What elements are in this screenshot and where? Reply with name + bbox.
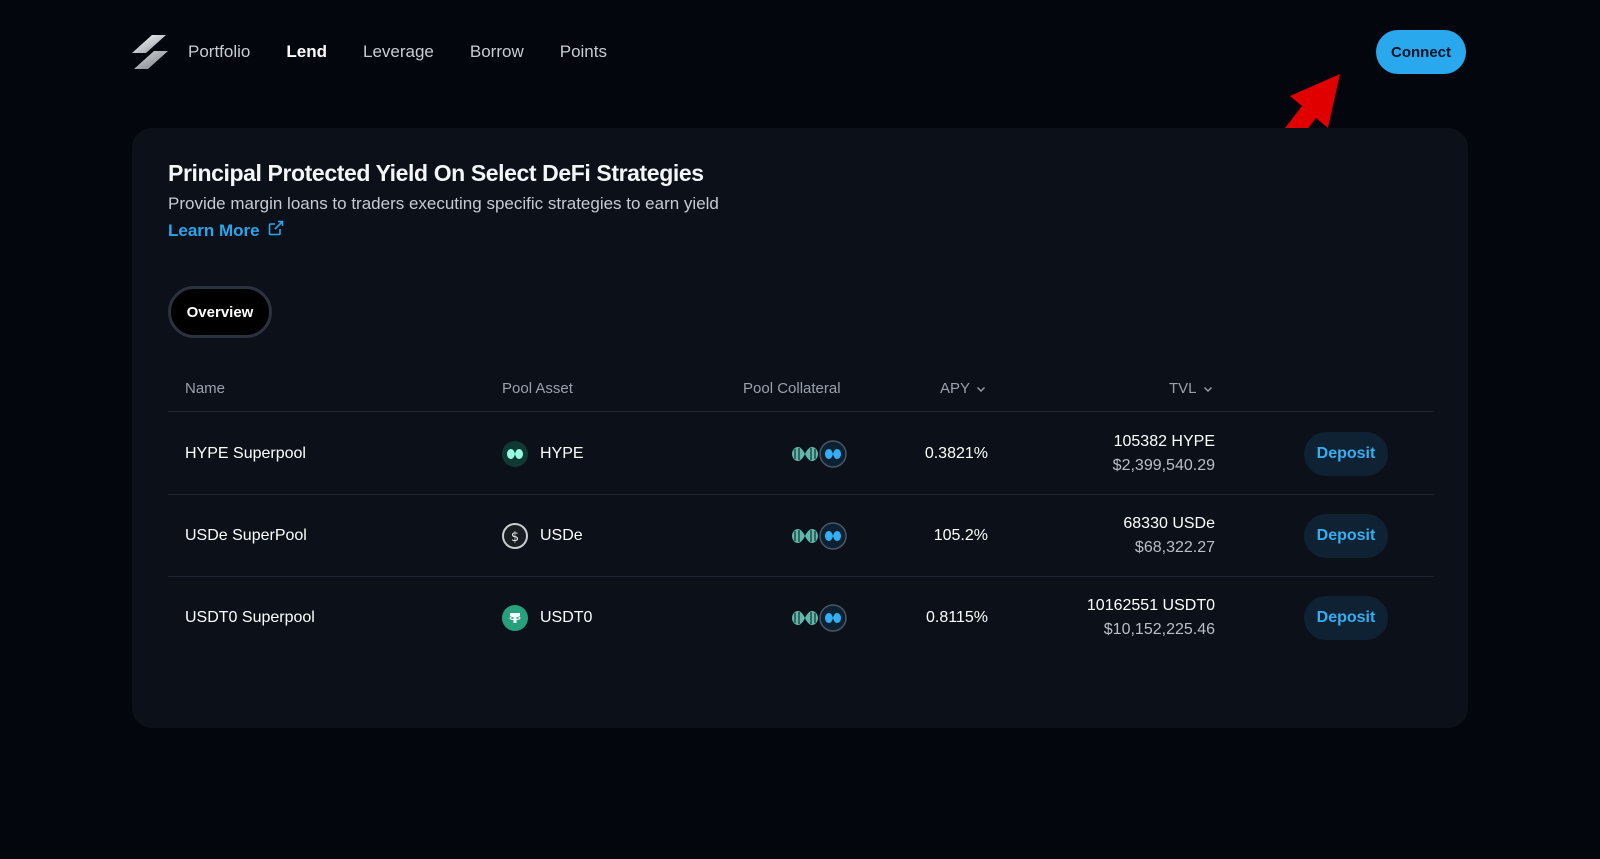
nav-link-portfolio[interactable]: Portfolio xyxy=(188,42,251,61)
lend-card: Principal Protected Yield On Select DeFi… xyxy=(132,128,1468,728)
brand-logo[interactable] xyxy=(132,32,170,72)
tvl-usd-value: $10,152,225.46 xyxy=(1103,620,1215,638)
collateral-token-icon xyxy=(819,439,847,468)
page-title: Principal Protected Yield On Select DeFi… xyxy=(168,160,704,186)
column-header-tvl[interactable]: TVL xyxy=(1169,380,1213,397)
learn-more-label: Learn More xyxy=(168,220,260,240)
learn-more-link[interactable]: Learn More xyxy=(168,220,284,241)
deposit-button[interactable]: Deposit xyxy=(1304,432,1388,476)
tvl-amount: 10162551 USDT0 xyxy=(1086,596,1215,614)
tvl-amount: 105382 HYPE xyxy=(1113,432,1215,450)
column-header-pool-asset: Pool Asset xyxy=(502,380,573,397)
collateral-token-icon xyxy=(792,610,818,625)
tab-overview[interactable]: Overview xyxy=(168,286,272,338)
table-row: USDT0 Superpool USDT0 0.8115% 10162551 U… xyxy=(168,576,1434,659)
pool-name: HYPE Superpool xyxy=(185,444,306,462)
collateral-token-icon xyxy=(819,521,847,550)
pool-tvl: 10162551 USDT0 $10,152,225.46 xyxy=(995,576,1215,659)
tvl-header-label: TVL xyxy=(1169,380,1197,397)
pool-asset-symbol: USDe xyxy=(540,526,583,544)
table-row: HYPE Superpool HYPE 0.3821% 105382 HYPE … xyxy=(168,412,1434,495)
pool-asset-symbol: HYPE xyxy=(540,444,584,462)
connect-button[interactable]: Connect xyxy=(1376,30,1466,74)
pool-asset-symbol: USDT0 xyxy=(540,608,593,626)
table-header: Name Pool Asset Pool Collateral APY TVL xyxy=(168,368,1434,412)
pool-tvl: 105382 HYPE $2,399,540.29 xyxy=(995,412,1215,495)
pool-asset: $ USDe xyxy=(502,494,583,577)
pool-asset: HYPE xyxy=(502,412,584,495)
top-nav: Portfolio Lend Leverage Borrow Points xyxy=(132,30,643,74)
pool-collateral xyxy=(791,576,847,659)
pool-apy: 0.3821% xyxy=(924,444,988,462)
svg-text:$: $ xyxy=(511,530,519,544)
chevron-down-icon xyxy=(1203,386,1212,392)
pool-apy: 0.8115% xyxy=(926,608,988,626)
usde-token-icon: $ xyxy=(502,522,528,549)
pool-collateral xyxy=(791,412,847,495)
pool-name: USDT0 Superpool xyxy=(185,608,315,626)
external-link-icon xyxy=(268,220,284,241)
column-header-apy[interactable]: APY xyxy=(940,380,986,397)
pool-name: USDe SuperPool xyxy=(185,526,307,544)
nav-link-borrow[interactable]: Borrow xyxy=(469,42,524,61)
page-subtitle: Provide margin loans to traders executin… xyxy=(168,194,719,213)
nav-link-leverage[interactable]: Leverage xyxy=(362,42,434,61)
collateral-token-icon xyxy=(792,528,818,543)
collateral-token-icon xyxy=(792,446,818,461)
column-header-pool-collateral: Pool Collateral xyxy=(743,380,841,397)
pool-tvl: 68330 USDe $68,322.27 xyxy=(995,494,1215,577)
nav-link-points[interactable]: Points xyxy=(559,42,607,61)
nav-link-lend[interactable]: Lend xyxy=(286,42,327,61)
column-header-name: Name xyxy=(185,380,226,397)
table-row: USDe SuperPool $ USDe 105.2% 68330 USDe … xyxy=(168,494,1434,577)
tvl-usd-value: $68,322.27 xyxy=(1134,538,1215,556)
hype-token-icon xyxy=(502,440,528,467)
pool-apy: 105.2% xyxy=(933,526,988,544)
pool-collateral xyxy=(791,494,847,577)
deposit-button[interactable]: Deposit xyxy=(1304,596,1388,640)
deposit-button[interactable]: Deposit xyxy=(1304,514,1388,558)
pool-asset: USDT0 xyxy=(502,576,592,659)
apy-header-label: APY xyxy=(940,380,971,397)
tvl-amount: 68330 USDe xyxy=(1123,514,1215,532)
collateral-token-icon xyxy=(819,603,847,632)
chevron-down-icon xyxy=(977,386,986,392)
tvl-usd-value: $2,399,540.29 xyxy=(1112,456,1215,474)
usdt0-token-icon xyxy=(502,604,528,631)
